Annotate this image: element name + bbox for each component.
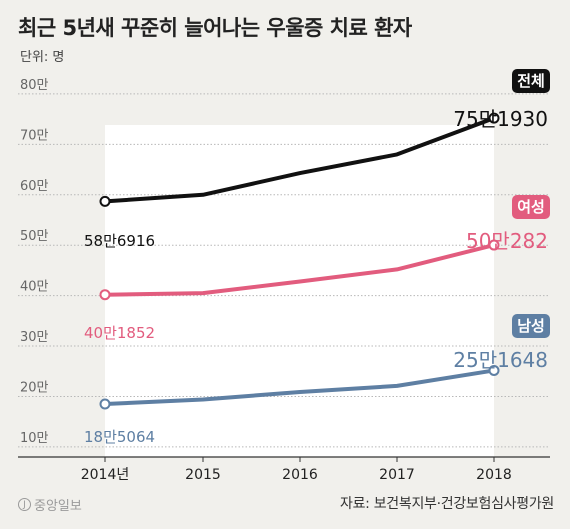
- logo-text: 중앙일보: [34, 499, 82, 514]
- y-tick-label: 20만: [20, 380, 49, 395]
- y-tick-label: 70만: [20, 128, 49, 143]
- series-point: [488, 364, 500, 376]
- x-tick-label: 2018: [476, 467, 512, 483]
- legend-badge: [512, 314, 550, 338]
- series-line: [103, 243, 496, 297]
- legend-badge: [512, 195, 550, 219]
- series-point: [99, 398, 111, 410]
- end-value-label: 75만1930: [453, 107, 548, 131]
- x-tick-label: 2014년: [81, 467, 130, 483]
- start-value-label: 40만1852: [84, 324, 155, 342]
- publisher-logo: J 중앙일보: [18, 495, 82, 514]
- start-value-label: 58만6916: [84, 232, 155, 250]
- y-tick-label: 80만: [20, 78, 49, 93]
- start-value-label: 18만5064: [84, 428, 155, 446]
- series-lines: [99, 112, 500, 410]
- y-tick-label: 50만: [20, 229, 49, 244]
- y-tick-label: 30만: [20, 330, 49, 345]
- y-tick-label: 40만: [20, 280, 49, 295]
- end-value-label: 50만282: [466, 229, 548, 253]
- series-point: [99, 195, 111, 207]
- x-tick-label: 2015: [185, 467, 221, 483]
- chart-title: 최근 5년새 꾸준히 늘어나는 우울증 치료 환자: [18, 16, 412, 40]
- series-point: [488, 112, 500, 124]
- x-tick-label: 2016: [282, 467, 318, 483]
- legend-badge-label: 여성: [517, 198, 545, 216]
- series-point: [99, 289, 111, 301]
- y-tick-labels: 10만 20만 30만 40만 50만 60만 70만 80만: [20, 78, 49, 446]
- x-tick-label: 2017: [379, 467, 415, 483]
- series-line: [103, 116, 496, 204]
- unit-label: 단위: 명: [20, 50, 65, 65]
- legend-badge-label: 남성: [517, 317, 545, 335]
- logo-mark: J: [18, 498, 31, 511]
- y-tick-label: 60만: [20, 179, 49, 194]
- source-note: 자료: 보건복지부·건강보험심사평가원: [340, 496, 554, 512]
- legend-badge-label: 전체: [517, 72, 545, 90]
- x-axis: 2014년 2015 2016 2017 2018: [18, 456, 550, 483]
- series-labels: 전체 75만1930 58만6916 여성 50만282 40만1852 남성 25만1648…: [84, 69, 550, 446]
- series-line: [103, 368, 496, 407]
- end-value-label: 25만1648: [453, 348, 548, 372]
- series-point: [488, 239, 500, 251]
- legend-badge: [512, 69, 550, 93]
- y-tick-label: 10만: [20, 431, 49, 446]
